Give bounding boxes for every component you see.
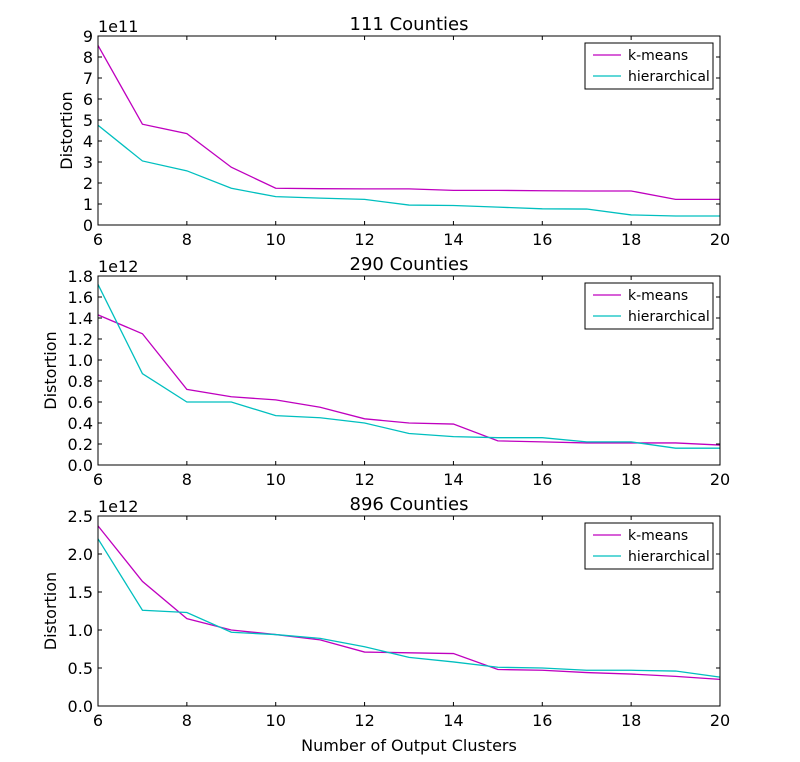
chart-3: 6 8 10 12 14 16 18 20 0.0 0.5 1.0 1.5 2.0 2.5 1e12 896 …	[41, 494, 730, 730]
chart-1-offset-label: 1e11	[98, 17, 138, 36]
chart-3-x-tick-label: 18	[621, 711, 641, 730]
chart-1-y-tick-label: 5	[83, 111, 93, 130]
chart-3-x-tick-label: 12	[354, 711, 374, 730]
chart-3-x-tick-label: 14	[443, 711, 463, 730]
chart-2-x-tick-label: 20	[710, 470, 730, 489]
chart-1-y-tick-label: 1	[83, 195, 93, 214]
chart-3-x-tick-label: 8	[182, 711, 192, 730]
chart-1-y-tick-label: 0	[83, 216, 93, 235]
chart-2-y-axis-label: Distortion	[41, 331, 60, 409]
chart-3-y-tick-label: 2.5	[68, 507, 93, 526]
chart-2-x-tick-label: 16	[532, 470, 552, 489]
chart-2-y-tick-label: 1.6	[68, 288, 93, 307]
chart-2-y-tick-label: 0.4	[68, 414, 93, 433]
chart-1-x-tick-label: 12	[354, 230, 374, 249]
chart-3-y-axis-label: Distortion	[41, 572, 60, 650]
chart-3-y-tick-label: 1.5	[68, 583, 93, 602]
chart-1-y-tick-label: 9	[83, 27, 93, 46]
chart-1-x-tick-label: 8	[182, 230, 192, 249]
chart-1-y-tick-label: 8	[83, 48, 93, 67]
chart-3-legend-box	[584, 522, 714, 570]
chart-2-y-tick-label: 1.4	[68, 309, 93, 328]
chart-1-legend-kmeans-label: k-means	[628, 48, 688, 64]
chart-3-x-tick-label: 20	[710, 711, 730, 730]
chart-1-x-tick-label: 10	[266, 230, 286, 249]
chart-2-y-tick-label: 1.8	[68, 267, 93, 286]
chart-2: 6 8 10 12 14 16 18 20 0.0 0.2 0.4 0.6 0.8 1.0 1.2 1.4 1.…	[41, 254, 730, 489]
chart-2-hierarchical-line	[97, 284, 720, 449]
chart-2-legend-kmeans-label: k-means	[628, 288, 688, 304]
chart-1-x-tick-label: 16	[532, 230, 552, 249]
chart-2-y-tick-label: 1.0	[68, 351, 93, 370]
chart-3-y-tick-label: 2.0	[68, 545, 93, 564]
chart-1-legend-box	[584, 42, 714, 90]
chart-2-x-tick-label: 12	[354, 470, 374, 489]
chart-1-y-tick-label: 7	[83, 69, 93, 88]
chart-2-offset-label: 1e12	[98, 257, 138, 276]
chart-2-y-tick-label: 0.2	[68, 435, 93, 454]
chart-2-x-tick-label: 6	[93, 470, 103, 489]
chart-3-kmeans-line	[97, 525, 721, 681]
chart-2-y-tick-label: 0.8	[68, 372, 93, 391]
chart-3-legend: k-means hierarchical	[584, 522, 714, 570]
chart-1-legend: k-means hierarchical	[584, 42, 714, 90]
figure-x-axis-label: Number of Output Clusters	[301, 736, 517, 755]
chart-1-x-tick-label: 6	[93, 230, 103, 249]
chart-3-x-tick-label: 10	[266, 711, 286, 730]
chart-2-y-tick-label: 1.2	[68, 330, 93, 349]
chart-3-title: 896 Counties	[350, 494, 469, 515]
chart-1-y-axis-label: Distortion	[57, 91, 76, 169]
chart-3-x-tick-label: 6	[93, 711, 103, 730]
chart-1-y-tick-label: 4	[83, 132, 93, 151]
chart-1-title: 111 Counties	[350, 14, 469, 35]
chart-3-x-tick-label: 16	[532, 711, 552, 730]
chart-1-x-tick-label: 18	[621, 230, 641, 249]
chart-2-legend-hierarchical-label: hierarchical	[628, 309, 710, 325]
chart-3-y-tick-label: 0.0	[68, 697, 93, 716]
chart-1-x-tick-label: 20	[710, 230, 730, 249]
chart-1-axes-frame	[97, 35, 721, 226]
chart-3-axes-frame	[97, 515, 721, 707]
chart-1-y-tick-label: 2	[83, 174, 93, 193]
chart-2-x-tick-label: 10	[266, 470, 286, 489]
chart-1-hierarchical-line	[97, 124, 720, 217]
chart-1-kmeans-line	[97, 45, 720, 201]
chart-2-x-tick-label: 14	[443, 470, 463, 489]
chart-1-x-tick-label: 14	[443, 230, 463, 249]
chart-2-y-tick-label: 0.6	[68, 393, 93, 412]
chart-2-legend: k-means hierarchical	[584, 282, 714, 330]
chart-2-legend-box	[584, 282, 714, 330]
chart-3-hierarchical-line	[97, 538, 721, 678]
chart-3-legend-hierarchical-label: hierarchical	[628, 549, 710, 565]
chart-1-y-tick-label: 3	[83, 153, 93, 172]
chart-2-kmeans-line	[97, 314, 721, 446]
chart-2-y-tick-label: 0.0	[68, 456, 93, 475]
chart-2-axes-frame	[97, 275, 721, 466]
chart-1-legend-hierarchical-label: hierarchical	[628, 69, 710, 85]
chart-3-y-tick-label: 0.5	[68, 659, 93, 678]
chart-2-x-tick-label: 18	[621, 470, 641, 489]
chart-2-title: 290 Counties	[350, 254, 469, 275]
chart-3-legend-kmeans-label: k-means	[628, 528, 688, 544]
chart-1-y-tick-label: 6	[83, 90, 93, 109]
chart-2-x-tick-label: 8	[182, 470, 192, 489]
chart-3-offset-label: 1e12	[98, 497, 138, 516]
chart-3-y-tick-label: 1.0	[68, 621, 93, 640]
